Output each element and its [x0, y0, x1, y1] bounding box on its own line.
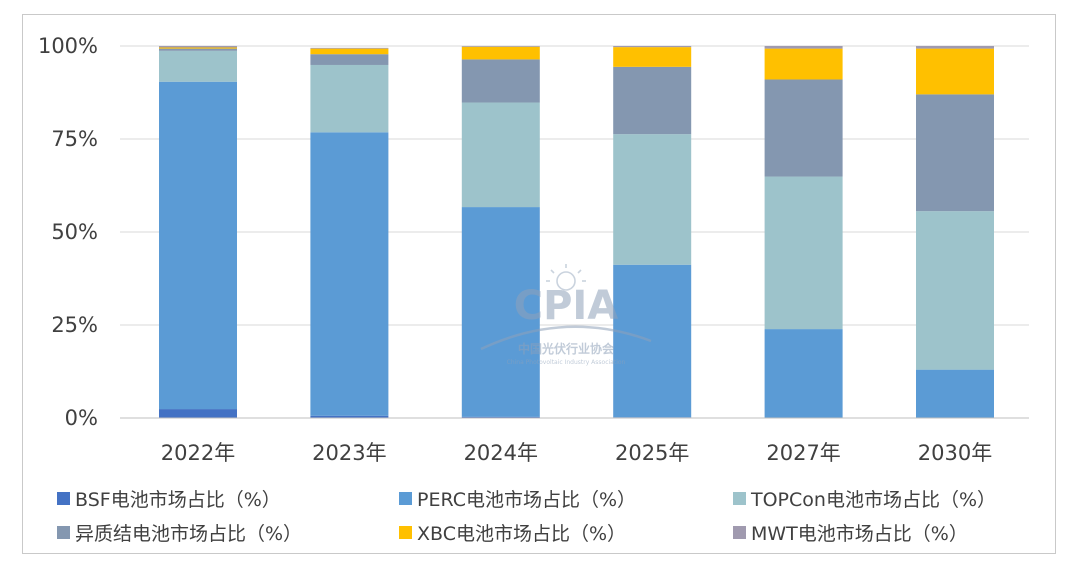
y-tick-label-3: 75%: [51, 127, 98, 151]
legend-item-hjt: 异质结电池市场占比（%）: [57, 519, 302, 546]
bar-segment-4-2: [764, 176, 843, 330]
legend-item-perc: PERC电池市场占比（%）: [399, 485, 636, 512]
bar-segment-0-5: [159, 46, 237, 48]
chart-frame: 0% 25% 50% 75% 100% 2022年 2023年 2024年 2025年 2027…: [22, 14, 1056, 554]
bar-segment-0-0: [159, 409, 237, 418]
legend-swatch-mwt: [733, 526, 746, 539]
bar-segment-3-5: [613, 46, 692, 48]
legend-swatch-topcon: [733, 492, 746, 505]
stacked-bar-chart: 0% 25% 50% 75% 100% 2022年 2023年 2024年 2025年 2027…: [38, 34, 1029, 465]
x-tick-label-1: 2023年: [312, 441, 386, 465]
bar-segment-4-3: [764, 79, 843, 177]
bar-segment-5-4: [916, 48, 994, 95]
cpia-watermark-logo: CPIA 中国光伏行业协会 China Photovoltaic Industr…: [480, 264, 652, 366]
x-tick-label-4: 2027年: [766, 441, 840, 465]
legend-swatch-bsf: [57, 492, 70, 505]
bar-segment-2-3: [461, 59, 540, 103]
x-tick-label-0: 2022年: [161, 441, 235, 465]
bar-segment-2-4: [461, 46, 540, 60]
legend-item-xbc: XBC电池市场占比（%）: [399, 519, 626, 546]
legend-label-hjt: 异质结电池市场占比（%）: [75, 523, 303, 545]
bar-segment-1-2: [310, 64, 389, 133]
y-tick-label-0: 0%: [65, 406, 98, 430]
bar-segment-2-0: [461, 416, 540, 418]
bar-segment-5-3: [916, 94, 994, 212]
bar-segment-2-1: [461, 207, 540, 417]
y-tick-label-1: 25%: [51, 313, 98, 337]
bar-segment-1-4: [310, 48, 389, 55]
watermark-logo-text: CPIA: [514, 283, 619, 329]
y-tick-label-4: 100%: [38, 34, 98, 58]
legend-swatch-xbc: [399, 526, 412, 539]
bar-segment-1-0: [310, 415, 389, 418]
legend-label-mwt: MWT电池市场占比（%）: [751, 523, 968, 545]
bar-segment-4-4: [764, 48, 843, 80]
bar-segment-0-2: [159, 50, 237, 82]
bar-segment-0-4: [159, 47, 237, 49]
bar-segment-1-5: [310, 47, 389, 49]
x-tick-label-5: 2030年: [918, 441, 992, 465]
bar-segment-4-5: [764, 46, 843, 49]
bar-segment-0-1: [159, 81, 237, 410]
x-tick-label-3: 2025年: [615, 441, 689, 465]
legend-label-topcon: TOPCon电池市场占比（%）: [751, 489, 997, 511]
bar-segment-4-1: [764, 329, 843, 418]
legend-item-bsf: BSF电池市场占比（%）: [57, 485, 281, 512]
watermark-name-en: China Photovoltaic Industry Association: [507, 359, 626, 366]
bar-segment-2-5: [461, 46, 540, 47]
legend-label-xbc: XBC电池市场占比（%）: [417, 523, 627, 545]
bar-segment-1-1: [310, 132, 389, 416]
legend-item-topcon: TOPCon电池市场占比（%）: [733, 485, 996, 512]
bar-segment-1-3: [310, 54, 389, 65]
watermark-name-cn: 中国光伏行业协会: [518, 341, 615, 356]
bar-segment-2-2: [461, 102, 540, 208]
bar-segment-5-1: [916, 369, 994, 418]
legend-swatch-perc: [399, 492, 412, 505]
bar-segment-3-3: [613, 66, 692, 135]
bar-segment-3-1: [613, 264, 692, 418]
legend-label-perc: PERC电池市场占比（%）: [417, 489, 637, 511]
bar-segment-5-2: [916, 211, 994, 370]
bar-segment-5-5: [916, 46, 994, 49]
x-tick-label-2: 2024年: [464, 441, 538, 465]
legend-swatch-hjt: [57, 526, 70, 539]
legend-item-mwt: MWT电池市场占比（%）: [733, 519, 968, 546]
bar-segment-3-2: [613, 134, 692, 265]
bar-segment-3-4: [613, 47, 692, 67]
bar-segment-0-3: [159, 48, 237, 51]
legend-label-bsf: BSF电池市场占比（%）: [75, 489, 281, 511]
y-tick-label-2: 50%: [51, 220, 98, 244]
